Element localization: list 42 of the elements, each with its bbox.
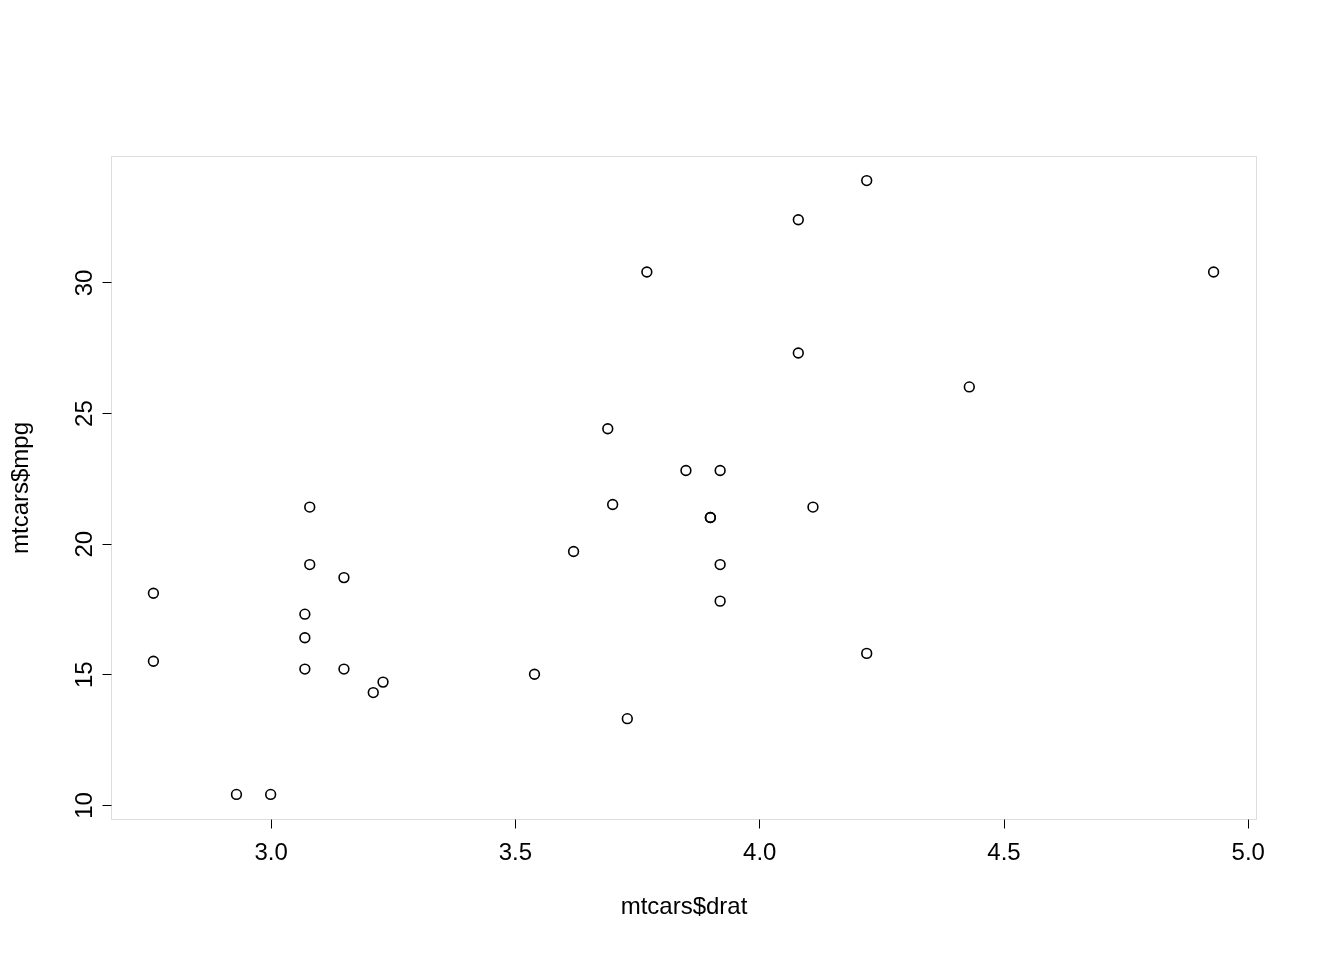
x-tick-label: 5.0 — [1231, 837, 1265, 865]
point — [606, 498, 619, 511]
x-axis-title: mtcars$drat — [620, 891, 748, 919]
point — [714, 595, 726, 607]
y-tick-label: 10 — [69, 792, 97, 819]
point — [567, 545, 580, 558]
y-tick-label: 30 — [69, 269, 97, 297]
point — [641, 266, 653, 278]
point — [299, 663, 311, 675]
y-axis-title: mtcars$mpg — [5, 421, 33, 555]
point — [230, 788, 243, 801]
point — [963, 381, 975, 393]
x-tick-label: 3.0 — [254, 837, 288, 865]
point — [792, 214, 804, 226]
point — [680, 464, 692, 477]
point — [807, 501, 819, 513]
point — [338, 663, 350, 675]
point — [602, 423, 614, 435]
point — [264, 788, 277, 801]
point — [1207, 266, 1220, 278]
x-tick-label: 4.0 — [743, 837, 777, 865]
point — [377, 676, 389, 688]
y-tick-label: 20 — [69, 530, 97, 558]
point — [147, 587, 160, 599]
point — [304, 558, 316, 571]
point — [367, 686, 379, 699]
point — [861, 647, 873, 660]
point — [528, 668, 541, 680]
point — [299, 608, 311, 620]
point — [299, 632, 311, 644]
point — [147, 655, 160, 667]
x-tick-label: 3.5 — [498, 837, 533, 865]
x-tick-label: 4.5 — [987, 837, 1021, 865]
point — [714, 464, 726, 477]
point — [792, 347, 804, 359]
y-tick-label: 25 — [69, 400, 97, 427]
point — [861, 174, 873, 187]
point — [304, 501, 316, 513]
point — [338, 571, 350, 584]
point — [621, 713, 633, 725]
point — [714, 558, 726, 571]
y-tick-label: 15 — [69, 661, 97, 689]
